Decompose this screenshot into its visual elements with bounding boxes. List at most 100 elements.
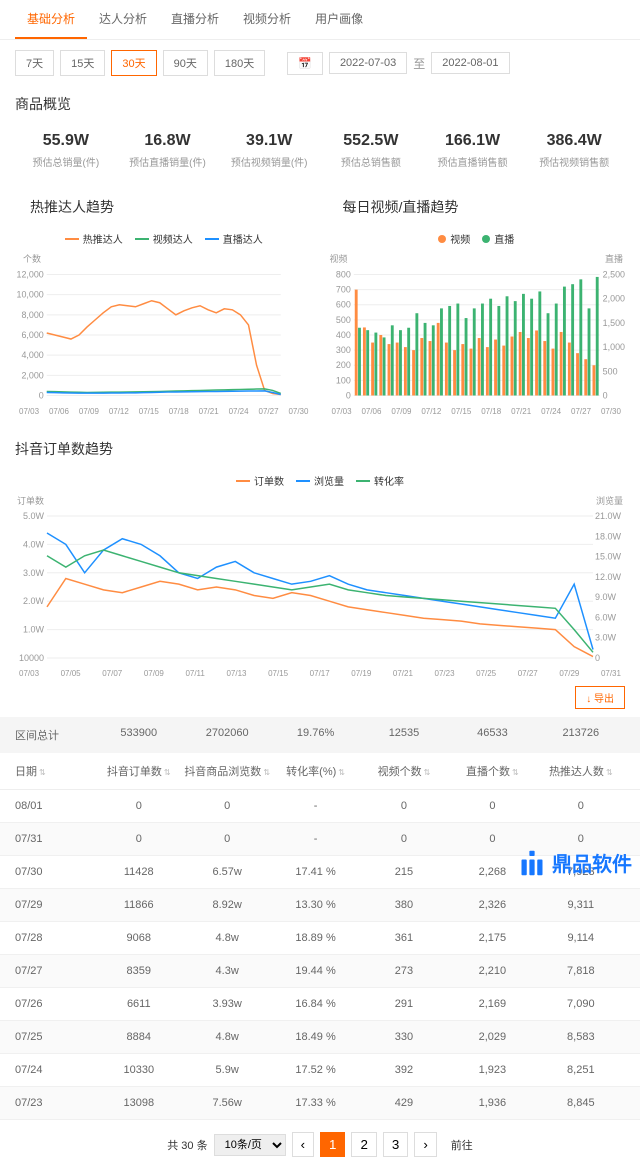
legend-item[interactable]: 视频达人	[135, 231, 193, 246]
summary-row: 区间总计533900270206019.76%1253546533213726	[0, 717, 640, 753]
table-cell: 19.44 %	[271, 965, 359, 977]
table-cell: 07/23	[15, 1097, 95, 1109]
table-row: 07/2783594.3w19.44 %2732,2107,818	[0, 955, 640, 988]
table-cell: 0	[95, 833, 183, 845]
legend-label: 直播达人	[223, 231, 263, 246]
chart1-xlabels: 07/0307/0607/0907/1207/1507/1807/2107/24…	[15, 405, 313, 416]
svg-text:21.0W: 21.0W	[595, 511, 622, 521]
table-cell: 4.8w	[183, 1031, 271, 1043]
svg-text:18.0W: 18.0W	[595, 531, 622, 541]
stat-lbl: 预估总销量(件)	[15, 154, 117, 169]
legend-marker	[205, 238, 219, 240]
table-cell: 0	[448, 800, 536, 812]
svg-text:4,000: 4,000	[21, 350, 43, 360]
tab-4[interactable]: 用户画像	[303, 0, 375, 39]
table-cell: 07/28	[15, 932, 95, 944]
legend-item[interactable]: 热推达人	[65, 231, 123, 246]
legend-item[interactable]: 直播达人	[205, 231, 263, 246]
table-cell: 392	[360, 1064, 448, 1076]
chart1-legend: 热推达人视频达人 直播达人	[15, 225, 313, 252]
day-btn-30天[interactable]: 30天	[111, 50, 156, 76]
calendar-icon[interactable]: 📅	[287, 52, 323, 75]
col-header[interactable]: 日期⇅	[15, 763, 95, 779]
tab-3[interactable]: 视频分析	[231, 0, 303, 39]
table-cell: 07/31	[15, 833, 95, 845]
sort-icon: ⇅	[263, 768, 270, 777]
legend-item[interactable]: 浏览量	[296, 473, 344, 488]
col-header[interactable]: 直播个数⇅	[448, 763, 536, 779]
tab-2[interactable]: 直播分析	[159, 0, 231, 39]
legend-label: 浏览量	[314, 473, 344, 488]
pager-prev[interactable]: ‹	[292, 1132, 314, 1157]
pager-next[interactable]: ›	[414, 1132, 436, 1157]
day-btn-15天[interactable]: 15天	[60, 50, 105, 76]
legend-marker	[236, 480, 250, 482]
table-cell: 10330	[95, 1064, 183, 1076]
svg-text:1.0W: 1.0W	[23, 625, 45, 635]
svg-text:5.0W: 5.0W	[23, 511, 45, 521]
svg-text:800: 800	[335, 269, 350, 279]
table-cell: 3.93w	[183, 998, 271, 1010]
summary-val: 46533	[448, 727, 536, 743]
day-btn-7天[interactable]: 7天	[15, 50, 54, 76]
table-cell: 08/01	[15, 800, 95, 812]
stat-val: 39.1W	[218, 132, 320, 150]
chart1-ylabel: 个数	[15, 252, 313, 265]
table-cell: 291	[360, 998, 448, 1010]
chart2-yaxes: 视频直播	[328, 252, 626, 265]
table-cell: 11428	[95, 866, 183, 878]
page-size-select[interactable]: 10条/页	[214, 1134, 286, 1156]
stat-lbl: 预估视频销售额	[523, 154, 625, 169]
stat-lbl: 预估直播销售额	[422, 154, 524, 169]
tab-0[interactable]: 基础分析	[15, 0, 87, 39]
table-cell: 0	[360, 800, 448, 812]
legend-item[interactable]: 视频	[438, 231, 470, 246]
tab-1[interactable]: 达人分析	[87, 0, 159, 39]
svg-text:2,500: 2,500	[602, 269, 624, 279]
summary-val: 533900	[95, 727, 183, 743]
col-header[interactable]: 抖音商品浏览数⇅	[183, 763, 271, 779]
date-from[interactable]: 2022-07-03	[329, 52, 407, 74]
table-cell: 380	[360, 899, 448, 911]
table-row: 08/0100-000	[0, 790, 640, 823]
table-cell: 17.33 %	[271, 1097, 359, 1109]
chart3-yaxes: 订单数浏览量	[15, 494, 625, 507]
col-header[interactable]: 视频个数⇅	[360, 763, 448, 779]
pager-page[interactable]: 2	[351, 1132, 376, 1157]
logo-icon	[518, 849, 546, 877]
pagination: 共 30 条10条/页‹123›前往	[0, 1120, 640, 1169]
chart2-legend: 视频直播	[328, 225, 626, 252]
table-cell: 8.92w	[183, 899, 271, 911]
svg-text:8,000: 8,000	[21, 310, 43, 320]
table-cell: 4.3w	[183, 965, 271, 977]
table-cell: 7,818	[537, 965, 625, 977]
summary-val: 213726	[537, 727, 625, 743]
table-cell: -	[271, 800, 359, 812]
table-cell: 2,326	[448, 899, 536, 911]
summary-val: 12535	[360, 727, 448, 743]
sort-icon: ⇅	[338, 768, 345, 777]
legend-label: 热推达人	[83, 231, 123, 246]
export-button[interactable]: ↓ 导出	[575, 686, 625, 709]
table-cell: 07/24	[15, 1064, 95, 1076]
legend-item[interactable]: 直播	[482, 231, 514, 246]
day-btn-180天[interactable]: 180天	[214, 50, 265, 76]
pager-page[interactable]: 3	[383, 1132, 408, 1157]
sort-icon: ⇅	[424, 768, 431, 777]
legend-item[interactable]: 转化率	[356, 473, 404, 488]
svg-text:400: 400	[335, 330, 350, 340]
svg-text:12,000: 12,000	[17, 269, 44, 279]
legend-item[interactable]: 订单数	[236, 473, 284, 488]
col-header[interactable]: 抖音订单数⇅	[95, 763, 183, 779]
col-header[interactable]: 热推达人数⇅	[537, 763, 625, 779]
table-body: 08/0100-00007/3100-00007/30114286.57w17.…	[0, 790, 640, 1120]
pager-page[interactable]: 1	[320, 1132, 345, 1157]
svg-text:12.0W: 12.0W	[595, 572, 622, 582]
table-cell: 2,169	[448, 998, 536, 1010]
legend-marker	[356, 480, 370, 482]
date-to[interactable]: 2022-08-01	[431, 52, 509, 74]
col-header[interactable]: 转化率(%)⇅	[271, 763, 359, 779]
day-btn-90天[interactable]: 90天	[163, 50, 208, 76]
legend-marker	[65, 238, 79, 240]
table-row: 07/2666113.93w16.84 %2912,1697,090	[0, 988, 640, 1021]
